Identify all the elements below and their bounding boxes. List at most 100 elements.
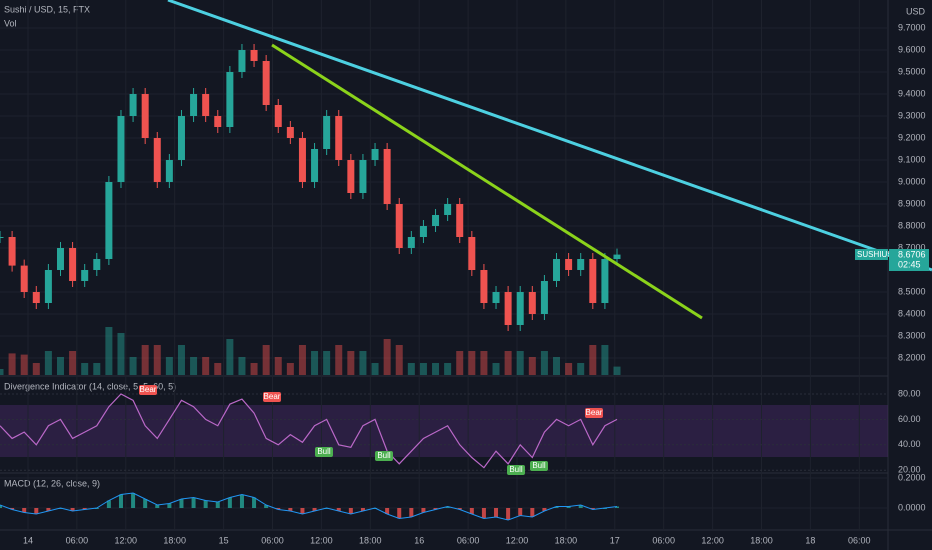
candle (238, 50, 246, 72)
price-tick-label: 8.9000 (898, 198, 926, 208)
volume-bar (105, 327, 113, 375)
candle (589, 259, 597, 303)
volume-bar (335, 345, 343, 375)
candle (153, 138, 161, 182)
candle (214, 116, 222, 127)
macd-hist (82, 508, 87, 510)
candle (601, 259, 609, 303)
candle (190, 94, 198, 116)
macd-hist (106, 500, 111, 508)
macd-hist (118, 494, 123, 508)
last-price-tag (889, 249, 929, 271)
volume-bar (32, 363, 40, 375)
signal-label: Bull (377, 451, 391, 460)
candle (577, 259, 585, 270)
signal-label: Bull (317, 447, 331, 456)
time-tick-label: 06:00 (66, 535, 89, 545)
candle (468, 237, 476, 270)
candle (262, 61, 270, 105)
candle (32, 292, 40, 303)
volume-bar (129, 357, 137, 375)
candle (432, 215, 440, 226)
candle (20, 265, 28, 292)
rsi-tick-label: 20.00 (898, 465, 921, 475)
time-tick-label: 17 (610, 535, 620, 545)
volume-bar (456, 351, 464, 375)
volume-bar (262, 345, 270, 375)
time-tick-label: 06:00 (652, 535, 675, 545)
candle (480, 270, 488, 303)
signal-label: Bear (586, 408, 603, 417)
volume-bar (69, 351, 77, 375)
macd-hist (70, 508, 75, 511)
currency: USD (906, 6, 926, 16)
time-tick-label: 12:00 (115, 535, 138, 545)
volume-bar (395, 345, 403, 375)
macd-hist (10, 508, 15, 510)
macd-hist (578, 505, 583, 508)
signal-box (585, 408, 603, 418)
price-tick-label: 9.1000 (898, 154, 926, 164)
macd-hist (615, 506, 619, 508)
macd-hist (143, 499, 148, 508)
volume-bar (238, 357, 246, 375)
volume-bar (286, 363, 294, 375)
volume-bar (407, 363, 415, 375)
candle (44, 270, 52, 303)
candle (456, 204, 464, 237)
price-tick-label: 9.0000 (898, 176, 926, 186)
candle (226, 72, 234, 127)
macd-hist (191, 497, 196, 508)
volume-bar (444, 363, 452, 375)
volume-bar (56, 357, 64, 375)
candle (335, 116, 343, 160)
macd-hist (433, 508, 438, 510)
signal-box (139, 385, 157, 395)
macd-title: MACD (12, 26, close, 9) (4, 478, 100, 488)
macd-hist (179, 499, 184, 508)
volume-bar (8, 353, 16, 375)
time-tick-label: 16 (414, 535, 424, 545)
candle (93, 259, 101, 270)
volume-bar (347, 351, 355, 375)
signal-box (263, 392, 281, 402)
macd-hist (0, 505, 2, 508)
macd-line (0, 492, 618, 521)
signal-label: Bull (532, 461, 546, 470)
candle (444, 204, 452, 215)
candle (0, 237, 4, 238)
macd-hist (566, 506, 571, 508)
macd-hist (203, 500, 208, 508)
macd-hist (288, 508, 293, 511)
price-tick-label: 9.5000 (898, 66, 926, 76)
volume-bar (516, 351, 524, 375)
candle (504, 292, 512, 325)
candle (141, 94, 149, 138)
price-tick-label: 9.4000 (898, 88, 926, 98)
macd-hist (409, 508, 414, 517)
time-tick-label: 06:00 (261, 535, 284, 545)
macd-hist (239, 494, 244, 508)
price-tick-label: 8.3000 (898, 330, 926, 340)
candle (565, 259, 573, 270)
macd-hist (481, 508, 486, 519)
macd-hist (506, 508, 511, 520)
candle (8, 237, 16, 266)
volume-bar (165, 357, 173, 375)
volume-bar (492, 363, 500, 375)
time-tick-label: 15 (219, 535, 229, 545)
time-tick-label: 06:00 (848, 535, 871, 545)
price-tick-label: 8.7000 (898, 242, 926, 252)
divergence-title: Divergence Indicator (14, close, 5, 5, 6… (4, 381, 176, 391)
candle (105, 182, 113, 259)
candle (383, 149, 391, 204)
candle (359, 160, 367, 193)
rsi-line (0, 393, 618, 469)
macd-hist (445, 506, 450, 508)
rsi-tick-label: 40.00 (898, 439, 921, 449)
ticker: SUSHIUSD (857, 250, 899, 259)
candle (69, 248, 77, 281)
volume-bar (432, 363, 440, 375)
time-tick-label: 18:00 (555, 535, 578, 545)
volume-bar (177, 345, 185, 375)
